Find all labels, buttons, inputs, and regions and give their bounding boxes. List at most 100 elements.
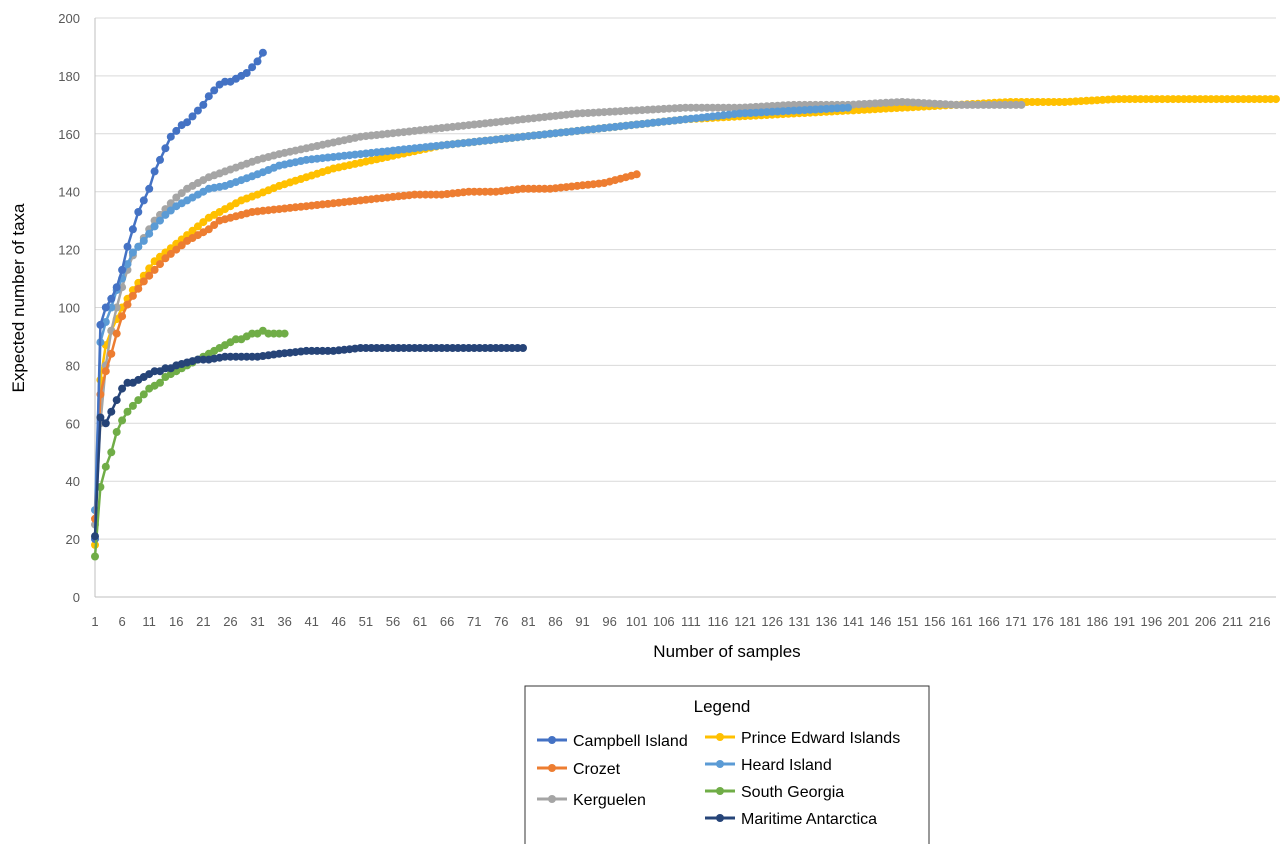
data-point bbox=[91, 552, 99, 561]
data-point bbox=[107, 407, 116, 416]
data-point bbox=[188, 226, 197, 235]
legend-label: Kerguelen bbox=[573, 792, 646, 809]
data-point bbox=[156, 378, 164, 387]
series-heard-island bbox=[91, 103, 852, 515]
y-axis: 0 20 40 60 80 100 120 140 160 180 200 bbox=[58, 11, 96, 605]
data-point bbox=[1223, 95, 1232, 104]
x-tick-label: 166 bbox=[978, 614, 1000, 629]
data-point bbox=[107, 294, 116, 303]
x-tick-label: 31 bbox=[250, 614, 264, 629]
x-tick-label: 86 bbox=[548, 614, 562, 629]
data-point bbox=[443, 344, 452, 352]
x-tick-label: 126 bbox=[761, 614, 783, 629]
data-point bbox=[150, 222, 159, 231]
data-point bbox=[128, 225, 137, 234]
grid bbox=[95, 17, 1276, 598]
data-point bbox=[112, 428, 121, 436]
legend-label: Prince Edward Islands bbox=[741, 730, 900, 747]
x-tick-label: 111 bbox=[681, 614, 701, 629]
data-point bbox=[253, 57, 262, 66]
data-point bbox=[134, 396, 143, 405]
x-tick-label: 181 bbox=[1059, 614, 1081, 629]
data-point bbox=[134, 242, 143, 251]
x-tick-label: 101 bbox=[626, 614, 648, 629]
data-point bbox=[508, 344, 517, 352]
series-kerguelen bbox=[91, 98, 1026, 529]
data-point bbox=[166, 249, 175, 258]
data-point bbox=[199, 218, 208, 227]
data-point bbox=[789, 100, 798, 109]
data-point bbox=[177, 241, 186, 250]
y-axis-title: Expected number of taxa bbox=[9, 203, 28, 393]
data-point bbox=[974, 100, 982, 109]
legend-item-heard-island: Heard Island bbox=[705, 757, 832, 774]
legend-marker bbox=[716, 733, 724, 741]
data-point bbox=[519, 344, 527, 352]
x-tick-label: 6 bbox=[118, 614, 125, 629]
x-tick-label: 61 bbox=[413, 614, 427, 629]
data-point bbox=[101, 462, 110, 471]
series-line-heard-island bbox=[93, 106, 849, 511]
y-tick-label: 180 bbox=[58, 69, 80, 84]
series-crozet bbox=[91, 170, 641, 523]
x-tick-label: 91 bbox=[575, 614, 589, 629]
series-line-maritime-antarctica bbox=[93, 346, 523, 537]
data-point bbox=[134, 284, 143, 293]
data-point bbox=[204, 92, 213, 101]
data-point bbox=[1272, 95, 1280, 104]
data-point bbox=[118, 384, 127, 393]
legend-label: South Georgia bbox=[741, 784, 844, 801]
data-point bbox=[193, 106, 202, 115]
data-point bbox=[475, 344, 484, 352]
data-point bbox=[258, 48, 267, 57]
data-point bbox=[96, 413, 105, 422]
x-axis: 1 6 11 16 21 26 31 36 41 46 51 56 61 66 71 76 81 86 91 96 10… bbox=[91, 614, 1270, 629]
data-point bbox=[112, 329, 121, 338]
legend-items: Campbell Island Crozet Kerguelen Prince Edw… bbox=[537, 730, 900, 828]
data-point bbox=[692, 103, 701, 112]
data-point bbox=[128, 291, 137, 300]
data-point bbox=[540, 184, 549, 193]
x-tick-label: 196 bbox=[1141, 614, 1163, 629]
data-point bbox=[128, 248, 137, 257]
data-point bbox=[139, 196, 148, 205]
data-point bbox=[145, 229, 154, 238]
x-tick-label: 156 bbox=[924, 614, 946, 629]
legend-item-crozet: Crozet bbox=[537, 761, 621, 778]
data-point bbox=[193, 222, 202, 231]
data-point bbox=[475, 187, 484, 196]
x-tick-label: 146 bbox=[870, 614, 892, 629]
data-point bbox=[199, 355, 208, 364]
legend-marker bbox=[548, 736, 556, 744]
data-point bbox=[101, 303, 110, 312]
data-point bbox=[96, 320, 105, 329]
data-point bbox=[1190, 95, 1199, 104]
data-point bbox=[248, 63, 257, 72]
data-point bbox=[161, 144, 170, 153]
x-axis-title: Number of samples bbox=[653, 642, 800, 661]
legend-label: Crozet bbox=[573, 761, 621, 778]
data-point bbox=[139, 390, 148, 399]
x-tick-label: 106 bbox=[653, 614, 675, 629]
data-point bbox=[91, 532, 99, 541]
x-tick-label: 46 bbox=[332, 614, 346, 629]
y-tick-label: 100 bbox=[58, 301, 80, 316]
x-tick-label: 201 bbox=[1168, 614, 1190, 629]
legend-item-kerguelen: Kerguelen bbox=[537, 792, 646, 809]
data-point bbox=[101, 367, 110, 376]
data-point bbox=[323, 346, 332, 355]
data-point bbox=[107, 448, 116, 457]
data-point bbox=[1033, 98, 1042, 106]
data-point bbox=[150, 265, 159, 274]
data-point bbox=[242, 69, 251, 77]
data-point bbox=[844, 103, 852, 112]
legend-label: Heard Island bbox=[741, 757, 832, 774]
y-tick-label: 40 bbox=[66, 474, 80, 489]
data-point bbox=[172, 126, 181, 135]
data-point bbox=[188, 112, 197, 121]
legend-item-maritime-antarctica: Maritime Antarctica bbox=[705, 811, 877, 828]
data-point bbox=[166, 206, 175, 215]
data-point bbox=[1006, 100, 1015, 109]
data-point bbox=[204, 225, 213, 234]
data-point bbox=[128, 401, 137, 410]
